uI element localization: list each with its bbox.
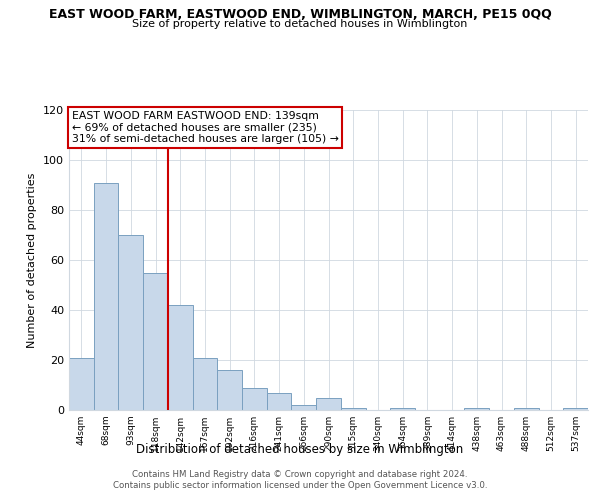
Text: Distribution of detached houses by size in Wimblington: Distribution of detached houses by size … [136,442,464,456]
Bar [118,235,143,410]
Bar [94,182,118,410]
Text: EAST WOOD FARM EASTWOOD END: 139sqm
← 69% of detached houses are smaller (235)
3: EAST WOOD FARM EASTWOOD END: 139sqm ← 69… [71,110,338,144]
Bar [390,408,415,410]
Text: EAST WOOD FARM, EASTWOOD END, WIMBLINGTON, MARCH, PE15 0QQ: EAST WOOD FARM, EASTWOOD END, WIMBLINGTO… [49,8,551,20]
Bar [316,398,341,410]
Y-axis label: Number of detached properties: Number of detached properties [28,172,37,348]
Bar [217,370,242,410]
Text: Contains public sector information licensed under the Open Government Licence v3: Contains public sector information licen… [113,481,487,490]
Bar [143,272,168,410]
Bar [193,358,217,410]
Text: Size of property relative to detached houses in Wimblington: Size of property relative to detached ho… [133,19,467,29]
Bar [563,408,588,410]
Bar [464,408,489,410]
Bar [341,408,365,410]
Text: Contains HM Land Registry data © Crown copyright and database right 2024.: Contains HM Land Registry data © Crown c… [132,470,468,479]
Bar [267,392,292,410]
Bar [168,305,193,410]
Bar [69,358,94,410]
Bar [242,388,267,410]
Bar [514,408,539,410]
Bar [292,405,316,410]
